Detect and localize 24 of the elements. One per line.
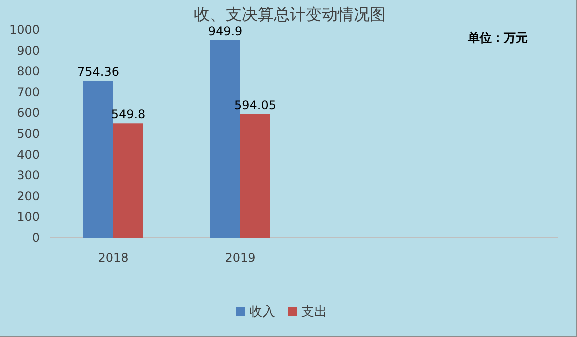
bar <box>240 114 270 238</box>
y-tick-label: 800 <box>17 64 40 79</box>
y-tick-label: 400 <box>17 148 40 162</box>
y-tick-label: 500 <box>17 127 40 141</box>
y-tick-label: 200 <box>17 189 40 204</box>
y-tick-label: 100 <box>17 210 40 224</box>
data-label: 754.36 <box>78 65 120 80</box>
legend-label: 支出 <box>302 305 328 320</box>
y-tick-label: 900 <box>17 44 40 58</box>
x-tick-label: 2019 <box>225 251 256 265</box>
bar <box>84 81 114 238</box>
y-tick-label: 700 <box>17 85 40 100</box>
data-label: 594.05 <box>234 98 276 112</box>
y-tick-label: 600 <box>17 106 40 120</box>
y-tick-label: 1000 <box>9 23 40 37</box>
legend-label: 收入 <box>250 305 276 320</box>
bar <box>114 124 144 238</box>
y-tick-label: 300 <box>17 168 40 183</box>
data-label: 949.9 <box>208 24 243 38</box>
annotation: 单位：万元 <box>467 31 528 45</box>
data-label: 549.8 <box>111 108 146 122</box>
chart-title: 收、支决算总计变动情况图 <box>194 5 386 24</box>
x-tick-label: 2018 <box>98 251 129 265</box>
y-tick-label: 0 <box>32 231 40 245</box>
